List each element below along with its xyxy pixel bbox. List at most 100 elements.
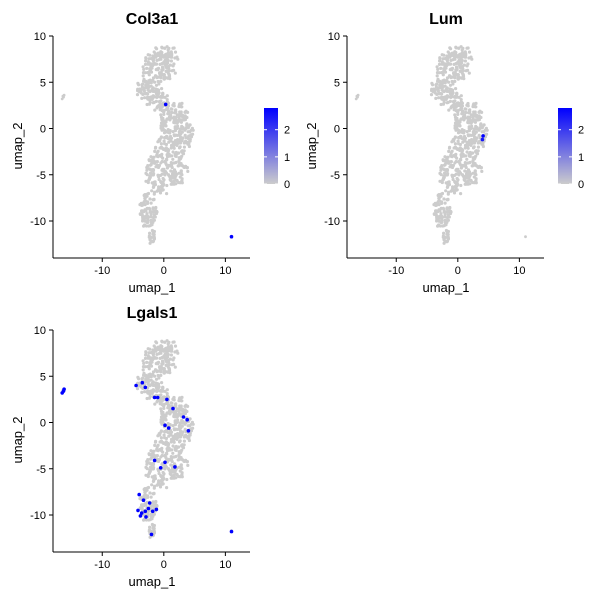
cell-point [148, 491, 152, 495]
cell-point [186, 434, 190, 438]
cell-point [174, 410, 178, 414]
cell-point [465, 150, 469, 154]
cell-point [153, 180, 157, 184]
cell-point [151, 76, 156, 80]
cell-point [152, 486, 156, 490]
cell-point [152, 526, 156, 531]
cell-point [165, 486, 169, 490]
cell-point [167, 434, 171, 438]
cell-point [175, 407, 179, 411]
cell-point [454, 45, 458, 49]
cell-point [453, 76, 457, 80]
cell-point [150, 483, 154, 487]
cell-point [461, 164, 465, 168]
cell-point [157, 376, 161, 380]
cell-point [152, 232, 156, 237]
cell-point [177, 440, 182, 444]
cell-point [174, 472, 178, 476]
expressing-cell-point [152, 395, 157, 400]
cell-point [176, 458, 180, 462]
cell-point [151, 54, 155, 58]
cell-point [459, 62, 463, 66]
cell-point [174, 448, 178, 452]
cell-point [454, 188, 459, 192]
cell-point [477, 128, 481, 132]
cell-point [188, 123, 192, 127]
cell-point [144, 350, 148, 354]
expressing-cell-point [134, 383, 138, 388]
y-tick-label: 10 [328, 31, 340, 43]
cell-point [172, 397, 176, 401]
cell-point [145, 220, 149, 224]
cell-point [180, 149, 184, 154]
cell-point [435, 74, 439, 78]
cell-point [144, 83, 148, 87]
cell-point [470, 138, 474, 142]
cell-point [158, 400, 162, 404]
cell-point [179, 463, 183, 467]
cell-point [157, 175, 161, 179]
cell-point [149, 507, 153, 511]
cell-point [467, 161, 472, 165]
cell-point [151, 357, 155, 361]
cell-point [155, 58, 159, 63]
cell-point [466, 134, 471, 138]
expressing-cell-point [146, 506, 151, 511]
cell-point [143, 356, 148, 360]
cell-point [470, 120, 474, 124]
cell-point [163, 340, 167, 344]
cell-point [168, 154, 172, 158]
cell-point [151, 372, 155, 377]
cell-point [454, 54, 458, 58]
x-axis-label-lum: umap_1 [423, 280, 470, 295]
cell-point [454, 65, 459, 69]
cell-point [467, 129, 471, 133]
cell-point [443, 155, 447, 159]
cell-point [460, 76, 464, 80]
expressing-cell-point [136, 508, 140, 513]
cell-point [158, 106, 162, 110]
cell-point [155, 370, 159, 374]
cell-point [142, 67, 146, 71]
cell-point [156, 434, 160, 438]
cell-point [461, 174, 465, 178]
cell-point [456, 131, 461, 135]
cell-point [172, 428, 177, 432]
cell-point [142, 487, 146, 492]
cell-point [145, 212, 149, 216]
cell-point [453, 79, 457, 83]
cell-point [448, 205, 452, 210]
cell-point [147, 235, 151, 239]
cell-point [141, 82, 145, 86]
cell-point [459, 53, 463, 57]
cell-point [160, 95, 164, 99]
cell-point [151, 370, 156, 374]
cell-point [162, 77, 166, 81]
cell-point [164, 451, 169, 455]
cell-point [163, 136, 167, 140]
expressing-cell-point [155, 395, 160, 400]
cell-point [163, 430, 167, 434]
cell-point [142, 494, 146, 498]
cell-point [166, 442, 170, 446]
cell-point [160, 482, 165, 486]
cell-point [187, 137, 191, 141]
cell-point [137, 377, 141, 381]
cell-point [162, 406, 166, 410]
cell-point [147, 374, 152, 378]
cell-point [147, 452, 151, 456]
cell-point [461, 115, 466, 119]
cell-point [153, 149, 157, 153]
cell-point [148, 394, 152, 398]
cell-point [469, 133, 473, 137]
cell-point [446, 232, 450, 237]
cell-point [189, 429, 194, 433]
cell-point [457, 122, 461, 127]
cell-point [441, 73, 445, 77]
cell-point [177, 474, 181, 479]
colorbar-col3a1 [264, 108, 278, 184]
cell-point [446, 229, 450, 234]
cell-point [160, 389, 164, 393]
x-tick-label: -10 [388, 265, 404, 277]
cell-point [158, 62, 162, 66]
